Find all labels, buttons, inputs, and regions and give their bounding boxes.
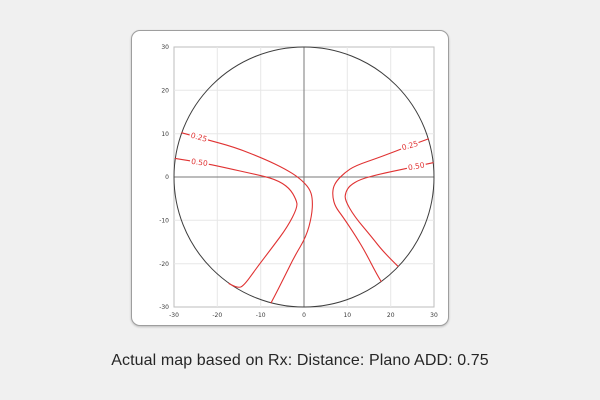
x-tick-label: -20: [212, 312, 222, 319]
lens-outline-circle: [173, 46, 435, 308]
contour-0.50-left-label: 0.50: [191, 157, 209, 168]
x-tick-label: 30: [430, 312, 438, 319]
x-tick-label: -30: [169, 312, 179, 319]
y-tick-label: 30: [161, 44, 169, 51]
y-tick-label: -20: [159, 261, 169, 268]
x-tick-label: 20: [387, 312, 395, 319]
contour-0.50-right: [344, 162, 434, 267]
caption: Actual map based on Rx: Distance: Plano …: [111, 352, 489, 369]
contour-0.25-right: [332, 138, 429, 282]
y-tick-label: 20: [161, 88, 169, 95]
x-tick-label: 10: [343, 312, 351, 319]
x-tick-label: -10: [256, 312, 266, 319]
map-panel: 0.25 0.50 0.25 0.50 -30 -20 -10 0 10 20 30 -30 -20 -1…: [131, 30, 449, 326]
x-tick-label: 0: [302, 312, 306, 319]
y-tick-label: 10: [161, 131, 169, 138]
lens-contour-chart: 0.250.500.250.50-30 -20 -10 0 10 20 30-30-20-1…: [159, 44, 438, 319]
y-tick-label: -10: [159, 218, 169, 225]
y-tick-label: -30: [159, 304, 169, 311]
contour-0.25-left: [181, 132, 313, 304]
y-tick-label: 0: [165, 174, 169, 181]
contour-0.50-left: [174, 157, 298, 288]
